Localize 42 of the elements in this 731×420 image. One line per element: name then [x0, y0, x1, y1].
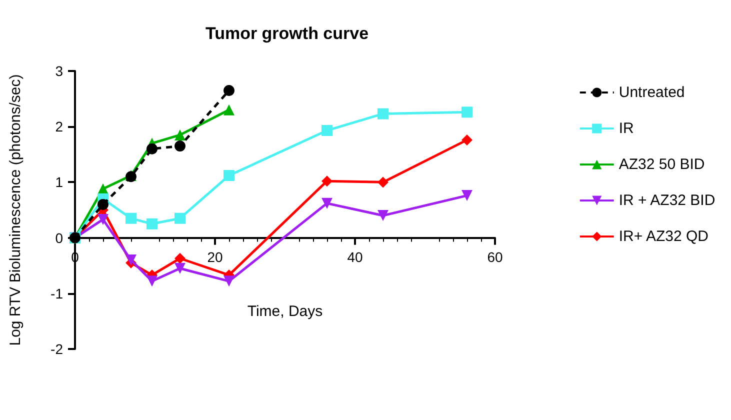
point	[174, 252, 186, 264]
point	[98, 198, 108, 210]
x-tick-label: 20	[207, 248, 223, 265]
point	[462, 134, 472, 146]
point	[98, 214, 108, 225]
point	[224, 104, 234, 116]
legend-label: Untreated	[618, 84, 685, 101]
point	[224, 276, 234, 287]
legend-label: IR	[618, 120, 634, 137]
point	[378, 108, 388, 120]
legend-label: IR+ AZ32 QD	[618, 228, 709, 245]
y-tick-label: 2	[55, 118, 64, 135]
x-tick-label: 60	[487, 248, 503, 265]
point	[224, 170, 234, 182]
point	[378, 210, 388, 222]
point	[146, 276, 158, 287]
y-axis-title: Log RTV Bioluminescence (photons/sec)	[7, 74, 24, 346]
point	[174, 140, 186, 152]
point	[174, 262, 186, 274]
point	[462, 190, 472, 202]
y-tick-label: 0	[55, 230, 64, 246]
y-tick-label: 3	[55, 63, 64, 79]
point	[146, 143, 158, 154]
point	[322, 124, 332, 136]
point	[126, 254, 136, 266]
point	[462, 106, 472, 118]
point	[378, 176, 388, 188]
y-tick-label: -2	[50, 341, 64, 357]
point	[322, 176, 332, 187]
y-tick-label: -1	[50, 285, 64, 302]
point	[174, 129, 186, 140]
point	[126, 212, 136, 224]
x-axis-title: Time, Days	[247, 302, 323, 320]
point	[146, 218, 158, 230]
legend-label: AZ32 50 BID	[618, 156, 705, 173]
point	[322, 198, 332, 209]
x-tick-label: 40	[347, 248, 363, 265]
y-tick-label: 1	[55, 174, 64, 190]
legend-label: IR + AZ32 BID	[618, 192, 716, 209]
point	[174, 212, 186, 224]
chart-title: Tumor growth curve	[205, 24, 369, 43]
point	[224, 84, 234, 96]
